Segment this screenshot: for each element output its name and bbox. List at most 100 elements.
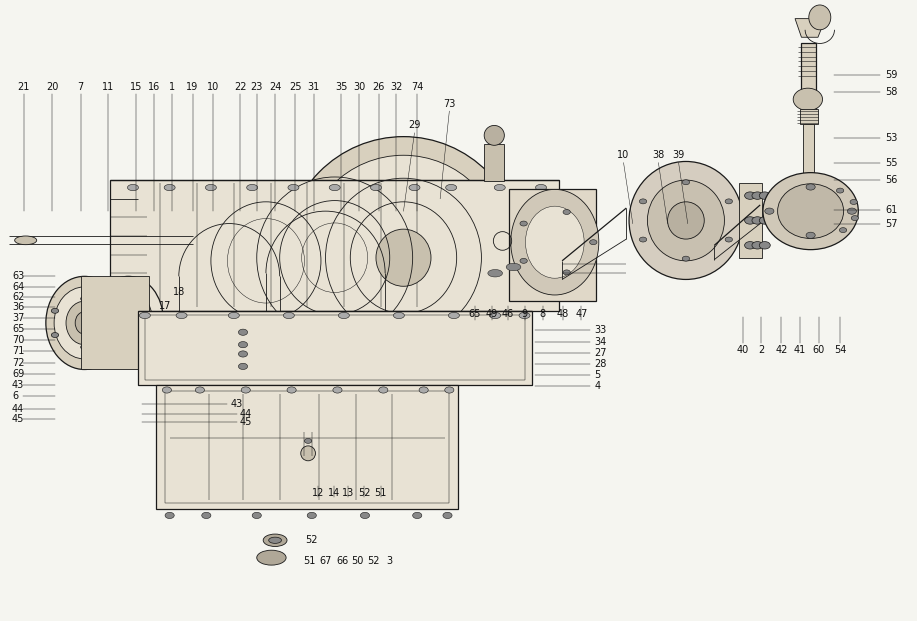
Ellipse shape (511, 189, 599, 295)
Text: 21: 21 (17, 82, 30, 92)
Ellipse shape (413, 512, 422, 519)
Text: 3: 3 (387, 556, 392, 566)
Text: 22: 22 (234, 82, 247, 92)
Ellipse shape (81, 296, 88, 301)
Ellipse shape (376, 229, 431, 286)
Ellipse shape (745, 242, 756, 249)
Ellipse shape (81, 345, 88, 350)
Text: 25: 25 (289, 82, 302, 92)
Text: 65: 65 (12, 324, 24, 334)
Text: 66: 66 (336, 556, 348, 566)
Text: 23: 23 (250, 82, 263, 92)
Ellipse shape (257, 550, 286, 565)
Ellipse shape (682, 256, 690, 261)
Text: 10: 10 (617, 150, 630, 160)
Ellipse shape (51, 333, 59, 337)
Ellipse shape (752, 192, 763, 199)
Ellipse shape (338, 312, 349, 319)
Text: 13: 13 (342, 488, 355, 498)
Bar (509, 189, 596, 301)
Text: 7: 7 (78, 82, 83, 92)
Ellipse shape (139, 312, 150, 319)
Ellipse shape (127, 184, 138, 191)
Ellipse shape (836, 188, 844, 193)
Text: 46: 46 (502, 309, 514, 319)
Ellipse shape (520, 258, 527, 263)
Ellipse shape (54, 287, 115, 359)
Text: 74: 74 (411, 82, 424, 92)
Ellipse shape (563, 209, 570, 214)
Text: 39: 39 (672, 150, 685, 160)
Text: 12: 12 (312, 488, 325, 498)
Ellipse shape (639, 237, 646, 242)
Bar (803, 124, 814, 180)
Text: 26: 26 (372, 82, 385, 92)
Text: 49: 49 (485, 309, 498, 319)
Ellipse shape (303, 155, 504, 360)
Ellipse shape (490, 312, 501, 319)
Text: 72: 72 (12, 358, 25, 368)
Text: 8: 8 (540, 309, 546, 319)
Ellipse shape (778, 184, 844, 238)
Ellipse shape (668, 202, 704, 239)
Ellipse shape (228, 312, 239, 319)
Ellipse shape (202, 512, 211, 519)
Bar (484, 144, 504, 181)
Ellipse shape (793, 88, 823, 111)
Text: 34: 34 (594, 337, 606, 347)
Ellipse shape (629, 161, 743, 279)
Text: 4: 4 (594, 381, 601, 391)
Ellipse shape (252, 512, 261, 519)
Bar (138, 310, 532, 385)
Ellipse shape (809, 5, 831, 30)
Text: 50: 50 (351, 556, 364, 566)
Ellipse shape (15, 236, 37, 245)
Bar (165, 391, 449, 503)
Ellipse shape (639, 199, 646, 204)
Text: 36: 36 (12, 302, 24, 312)
Text: 47: 47 (575, 309, 588, 319)
Ellipse shape (759, 217, 770, 224)
Ellipse shape (46, 276, 123, 369)
Bar (739, 183, 762, 258)
Text: 41: 41 (793, 345, 806, 355)
Bar (800, 109, 818, 124)
Ellipse shape (850, 199, 857, 204)
Text: 65: 65 (469, 309, 481, 319)
Ellipse shape (164, 184, 175, 191)
Text: 29: 29 (408, 120, 421, 130)
Ellipse shape (765, 208, 774, 214)
Text: 11: 11 (102, 82, 115, 92)
Text: 44: 44 (239, 409, 252, 419)
Bar (110, 180, 559, 310)
Ellipse shape (563, 270, 570, 275)
Ellipse shape (333, 387, 342, 393)
Text: 51: 51 (374, 488, 387, 498)
Ellipse shape (105, 290, 152, 350)
Polygon shape (795, 19, 825, 37)
Text: 24: 24 (269, 82, 282, 92)
Ellipse shape (419, 387, 428, 393)
Bar (156, 385, 458, 509)
Text: 63: 63 (12, 271, 24, 281)
Ellipse shape (238, 329, 248, 335)
Ellipse shape (745, 192, 756, 199)
Text: 70: 70 (12, 335, 24, 345)
Ellipse shape (806, 232, 815, 238)
Ellipse shape (445, 387, 454, 393)
Text: 31: 31 (307, 82, 320, 92)
Text: 56: 56 (885, 175, 897, 185)
Ellipse shape (165, 512, 174, 519)
Text: 14: 14 (327, 488, 340, 498)
Ellipse shape (287, 387, 296, 393)
Ellipse shape (269, 537, 282, 543)
Ellipse shape (370, 184, 381, 191)
Text: 60: 60 (812, 345, 825, 355)
Ellipse shape (110, 333, 117, 337)
Ellipse shape (241, 387, 250, 393)
Ellipse shape (525, 206, 584, 278)
Ellipse shape (725, 237, 733, 242)
Text: 1: 1 (170, 82, 175, 92)
Ellipse shape (195, 387, 204, 393)
Text: 43: 43 (230, 399, 243, 409)
